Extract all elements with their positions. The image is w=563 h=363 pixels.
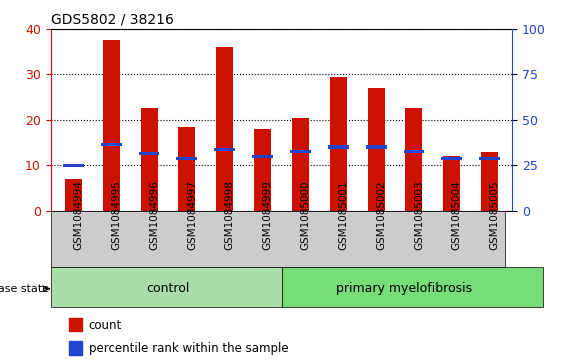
Bar [252,155,273,158]
Bar [216,47,233,211]
Text: percentile rank within the sample: percentile rank within the sample [88,342,288,355]
Text: GSM1085000: GSM1085000 [301,180,310,250]
Bar [176,157,197,160]
Bar [441,157,462,160]
Bar [65,179,82,211]
Bar [330,77,347,211]
Bar [479,157,500,160]
Text: primary myelofibrosis: primary myelofibrosis [337,282,472,295]
Text: disease state: disease state [0,284,49,294]
Bar [481,152,498,211]
Text: GSM1085005: GSM1085005 [490,180,499,250]
Text: control: control [146,282,190,295]
Bar [405,109,422,211]
Bar [443,156,461,211]
Text: GSM1084996: GSM1084996 [149,180,159,250]
Bar [63,164,84,167]
Text: count: count [88,319,122,332]
Bar [366,146,387,148]
Bar [69,342,82,355]
Bar [292,118,309,211]
Bar [215,148,235,151]
Bar [141,109,158,211]
Bar [69,318,82,331]
Bar [101,143,122,146]
Text: GSM1084998: GSM1084998 [225,180,235,250]
Bar [178,127,195,211]
Text: GSM1084994: GSM1084994 [73,180,83,250]
Bar [138,152,159,155]
Text: GDS5802 / 38216: GDS5802 / 38216 [51,12,173,26]
Bar [290,150,311,153]
Bar [368,88,385,211]
Text: GSM1084999: GSM1084999 [262,180,272,250]
FancyBboxPatch shape [51,211,505,267]
Text: GSM1085003: GSM1085003 [414,180,424,250]
Bar [102,40,120,211]
Text: GSM1084997: GSM1084997 [187,180,197,250]
FancyBboxPatch shape [51,267,282,307]
Bar [404,150,425,153]
Text: GSM1084995: GSM1084995 [111,180,121,250]
Bar [328,146,348,148]
FancyBboxPatch shape [282,267,543,307]
Text: GSM1085002: GSM1085002 [376,180,386,250]
Text: GSM1085001: GSM1085001 [338,180,348,250]
Text: GSM1085004: GSM1085004 [452,180,462,250]
Bar [254,129,271,211]
